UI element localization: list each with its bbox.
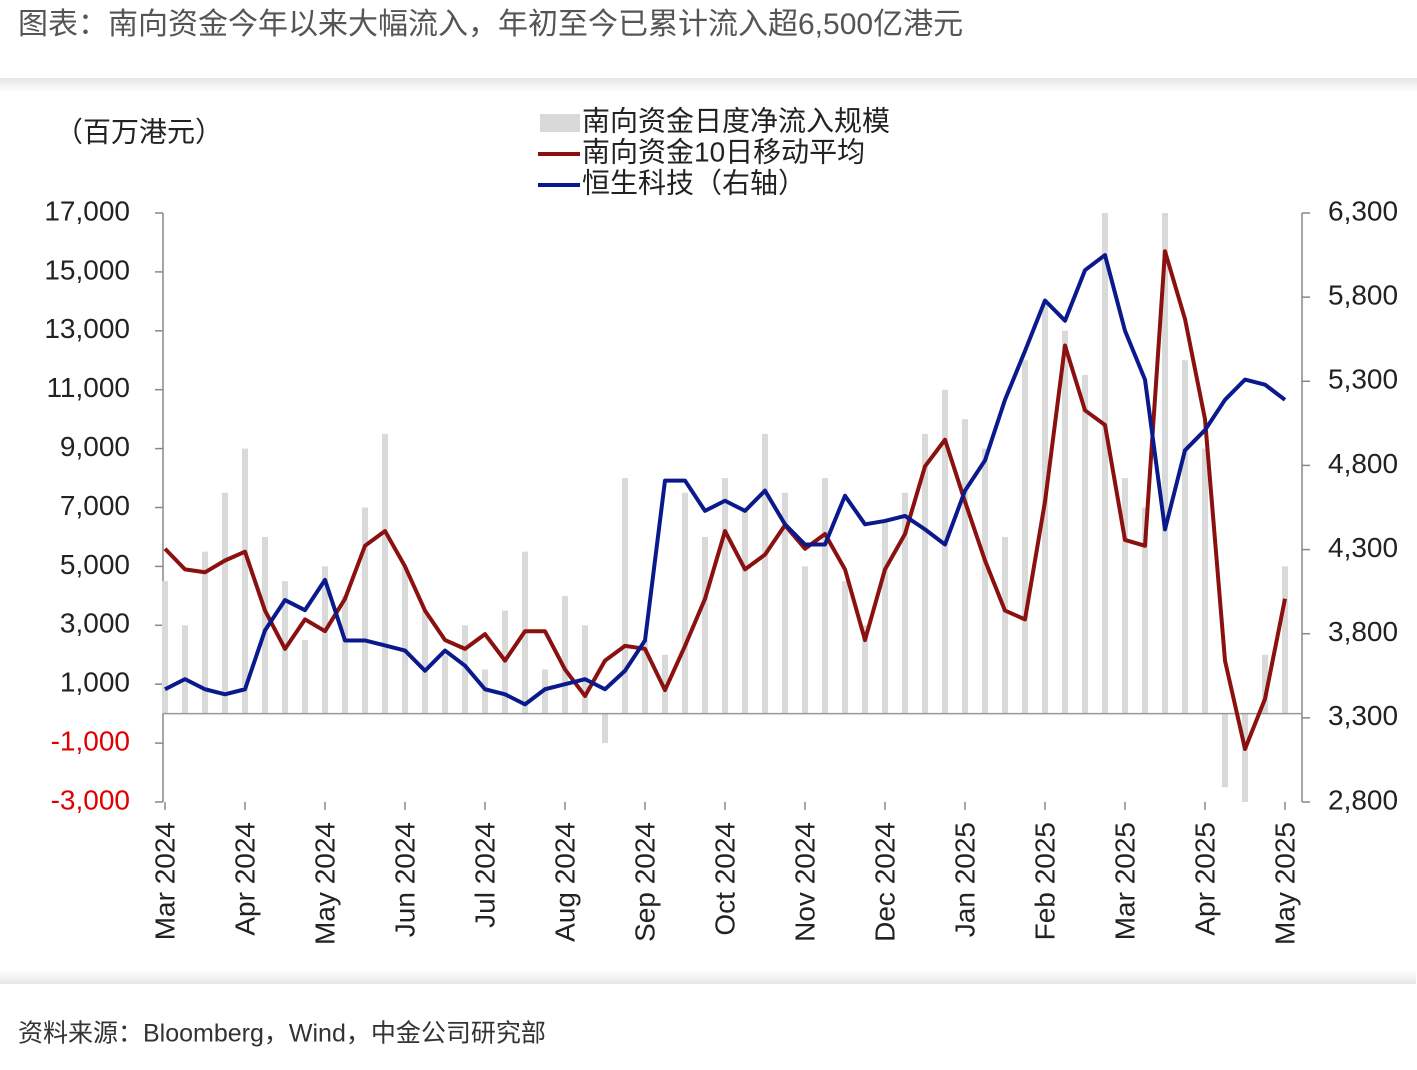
legend-swatch — [540, 114, 580, 132]
bar — [642, 640, 648, 714]
y2-tick-label: 4,800 — [1328, 448, 1398, 479]
y-tick-label: 15,000 — [44, 254, 130, 285]
y2-tick-label: 5,800 — [1328, 280, 1398, 311]
bar — [562, 595, 568, 714]
bar — [862, 625, 868, 714]
bar — [262, 536, 268, 714]
bar — [602, 713, 608, 744]
bar — [422, 610, 428, 714]
bar — [242, 448, 248, 714]
y2-tick-label: 4,300 — [1328, 532, 1398, 563]
bar — [1022, 360, 1028, 714]
x-tick-label: Sep 2024 — [629, 822, 660, 942]
bar — [442, 654, 448, 714]
bar — [342, 595, 348, 714]
bar — [662, 654, 668, 714]
bar — [362, 507, 368, 714]
bar — [622, 478, 628, 714]
bar — [882, 522, 888, 714]
bar — [722, 478, 728, 714]
bar — [1142, 507, 1148, 714]
bar — [1062, 330, 1068, 714]
source-note: 资料来源：Bloomberg，Wind，中金公司研究部 — [18, 1020, 546, 1048]
x-tick-label: Apr 2024 — [229, 822, 260, 936]
bar — [1102, 213, 1108, 714]
x-tick-label: Mar 2025 — [1109, 822, 1140, 940]
y-tick-label: 5,000 — [60, 549, 130, 580]
x-tick-label: Oct 2024 — [709, 822, 740, 936]
panel-shadow — [0, 970, 1416, 984]
bar — [382, 433, 388, 714]
y-axis-label: （百万港元） — [55, 116, 223, 147]
bar — [922, 433, 928, 714]
x-tick-label: Apr 2025 — [1189, 822, 1220, 936]
bar — [942, 389, 948, 714]
panel-shadow — [0, 78, 1417, 92]
y2-tick-label: 2,800 — [1328, 784, 1398, 815]
bar — [302, 640, 308, 714]
bar — [182, 625, 188, 714]
x-tick-label: Mar 2024 — [149, 822, 180, 940]
legend-label: 南向资金日度净流入规模 — [582, 105, 890, 136]
bar — [322, 566, 328, 714]
bar — [1182, 360, 1188, 714]
x-tick-label: Jun 2024 — [389, 822, 420, 937]
bar — [402, 566, 408, 714]
line — [164, 253, 1287, 707]
bar — [582, 625, 588, 714]
bar — [802, 566, 808, 714]
chart-title: 图表：南向资金今年以来大幅流入，年初至今已累计流入超6,500亿港元 — [18, 8, 963, 41]
bar — [1282, 566, 1288, 714]
bar — [202, 551, 208, 714]
y-tick-label: 11,000 — [46, 372, 130, 403]
line — [163, 249, 1287, 751]
x-tick-label: Jul 2024 — [469, 822, 500, 928]
bar — [682, 492, 688, 714]
x-tick-label: Dec 2024 — [869, 822, 900, 942]
bar — [1242, 713, 1248, 802]
bar — [782, 492, 788, 714]
bar — [1002, 536, 1008, 714]
legend-label: 南向资金10日移动平均 — [582, 136, 865, 167]
y2-tick-label: 3,300 — [1328, 700, 1398, 731]
bar — [762, 433, 768, 714]
y2-tick-label: 5,300 — [1328, 364, 1398, 395]
bar — [1162, 213, 1168, 714]
bar — [222, 492, 228, 714]
y-tick-label: 7,000 — [60, 490, 130, 521]
bar — [842, 581, 848, 714]
x-tick-label: Nov 2024 — [789, 822, 820, 942]
bar — [1202, 448, 1208, 714]
x-tick-label: May 2024 — [309, 822, 340, 945]
y-tick-label: -1,000 — [51, 725, 130, 756]
bar — [162, 581, 168, 714]
y-tick-label: 3,000 — [60, 608, 130, 639]
y-tick-label: 13,000 — [44, 313, 130, 344]
bar — [822, 478, 828, 714]
y-tick-label: 17,000 — [44, 195, 130, 226]
x-tick-label: May 2025 — [1269, 822, 1300, 945]
y2-tick-label: 6,300 — [1328, 195, 1398, 226]
bar — [462, 625, 468, 714]
bar — [902, 492, 908, 714]
bar — [962, 419, 968, 714]
y-tick-label: 9,000 — [60, 431, 130, 462]
bar — [742, 507, 748, 714]
bar — [1262, 654, 1268, 714]
y-tick-label: 1,000 — [60, 667, 130, 698]
bar — [1082, 374, 1088, 714]
bar — [1122, 478, 1128, 714]
bar — [1222, 713, 1228, 788]
bar — [982, 448, 988, 714]
y-tick-label: -3,000 — [51, 784, 130, 815]
legend-label: 恒生科技（右轴） — [582, 167, 806, 198]
x-tick-label: Aug 2024 — [549, 822, 580, 942]
bar — [702, 536, 708, 714]
x-tick-label: Jan 2025 — [949, 822, 980, 937]
x-tick-label: Feb 2025 — [1029, 822, 1060, 940]
y2-tick-label: 3,800 — [1328, 616, 1398, 647]
bar — [482, 669, 488, 714]
